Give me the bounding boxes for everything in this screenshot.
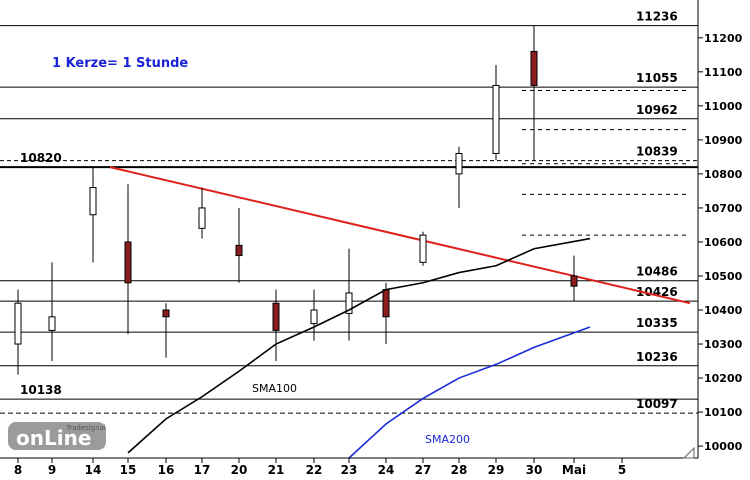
indicators-layer: SMA100 SMA200 [127, 237, 591, 459]
candle-body-22 [310, 309, 318, 325]
sma100-label: SMA100 [252, 382, 297, 395]
x-tick-label-27: 27 [415, 463, 432, 477]
trendline [109, 166, 691, 305]
candle-body-21 [272, 302, 280, 331]
tradesignal-logo: onLine Tradesignal [8, 422, 106, 450]
x-tick-label-29: 29 [488, 463, 505, 477]
y-tick-label-10100: 10100 [704, 406, 743, 419]
level-label-10097: 10097 [636, 397, 678, 411]
candle-body-23 [345, 292, 353, 314]
level-label-11055: 11055 [636, 71, 678, 85]
x-tick-label-24: 24 [378, 463, 395, 477]
y-tick-label-11000: 11000 [704, 100, 743, 113]
candle-body-16 [162, 309, 170, 318]
candle-body-27 [419, 234, 427, 263]
y-tick-label-10500: 10500 [704, 270, 743, 283]
level-label-10962: 10962 [636, 103, 678, 117]
x-tick-label-15: 15 [120, 463, 137, 477]
x-tick-label-22: 22 [306, 463, 323, 477]
level-label-10820: 10820 [20, 151, 62, 165]
x-tick-label-16: 16 [158, 463, 175, 477]
y-tick-label-10800: 10800 [704, 168, 743, 181]
x-tick-label-14: 14 [85, 463, 102, 477]
candle-body-15 [124, 241, 132, 284]
x-tick-label-17: 17 [194, 463, 211, 477]
level-label-10138: 10138 [20, 383, 62, 397]
x-tick-label-9: 9 [48, 463, 56, 477]
level-label-11236: 11236 [636, 10, 678, 24]
x-tick-label-8: 8 [14, 463, 22, 477]
candles-layer [14, 25, 578, 375]
y-tick-label-10400: 10400 [704, 304, 743, 317]
candle-body-29 [492, 84, 500, 154]
level-label-10236: 10236 [636, 350, 678, 364]
level-label-10486: 10486 [636, 265, 678, 279]
y-tick-label-10000: 10000 [704, 440, 743, 453]
axis-corner-marker [682, 446, 695, 459]
sma200-label: SMA200 [425, 433, 470, 446]
candle-body-8 [14, 302, 22, 345]
y-tick-label-10900: 10900 [704, 134, 743, 147]
candle-body-28 [455, 152, 463, 175]
y-tick-label-11100: 11100 [704, 66, 743, 79]
level-label-10335: 10335 [636, 316, 678, 330]
candle-body-9 [48, 316, 56, 331]
x-tick-label-Mai: Mai [562, 463, 586, 477]
candle-body-17 [198, 207, 206, 229]
y-tick-label-10300: 10300 [704, 338, 743, 351]
levels-layer: 11236 11055 10962 10839 10820 10486 10426 10335… [0, 10, 698, 414]
candle-body-14 [89, 187, 97, 216]
x-tick-label-5: 5 [618, 463, 626, 477]
x-tick-label-30: 30 [526, 463, 543, 477]
x-tick-label-21: 21 [268, 463, 285, 477]
y-tick-label-11200: 11200 [704, 32, 743, 45]
x-tick-label-20: 20 [231, 463, 248, 477]
candle-body-24 [382, 289, 390, 318]
y-tick-label-10700: 10700 [704, 202, 743, 215]
x-tick-label-23: 23 [341, 463, 358, 477]
level-label-10426: 10426 [636, 285, 678, 299]
series-sma200 [348, 326, 591, 459]
y-tick-label-10200: 10200 [704, 372, 743, 385]
candle-interval-note: 1 Kerze= 1 Stunde [52, 56, 189, 71]
logo-product-text: onLine [16, 426, 91, 450]
x-tick-label-28: 28 [451, 463, 468, 477]
series-sma100 [127, 237, 591, 454]
projections-layer [109, 90, 691, 305]
candle-body-Mai [570, 275, 578, 287]
candle-body-20 [235, 244, 243, 257]
logo-brand-text: Tradesignal [65, 424, 106, 432]
level-label-10839: 10839 [636, 145, 678, 159]
y-tick-label-10600: 10600 [704, 236, 743, 249]
candle-body-30 [530, 50, 538, 86]
